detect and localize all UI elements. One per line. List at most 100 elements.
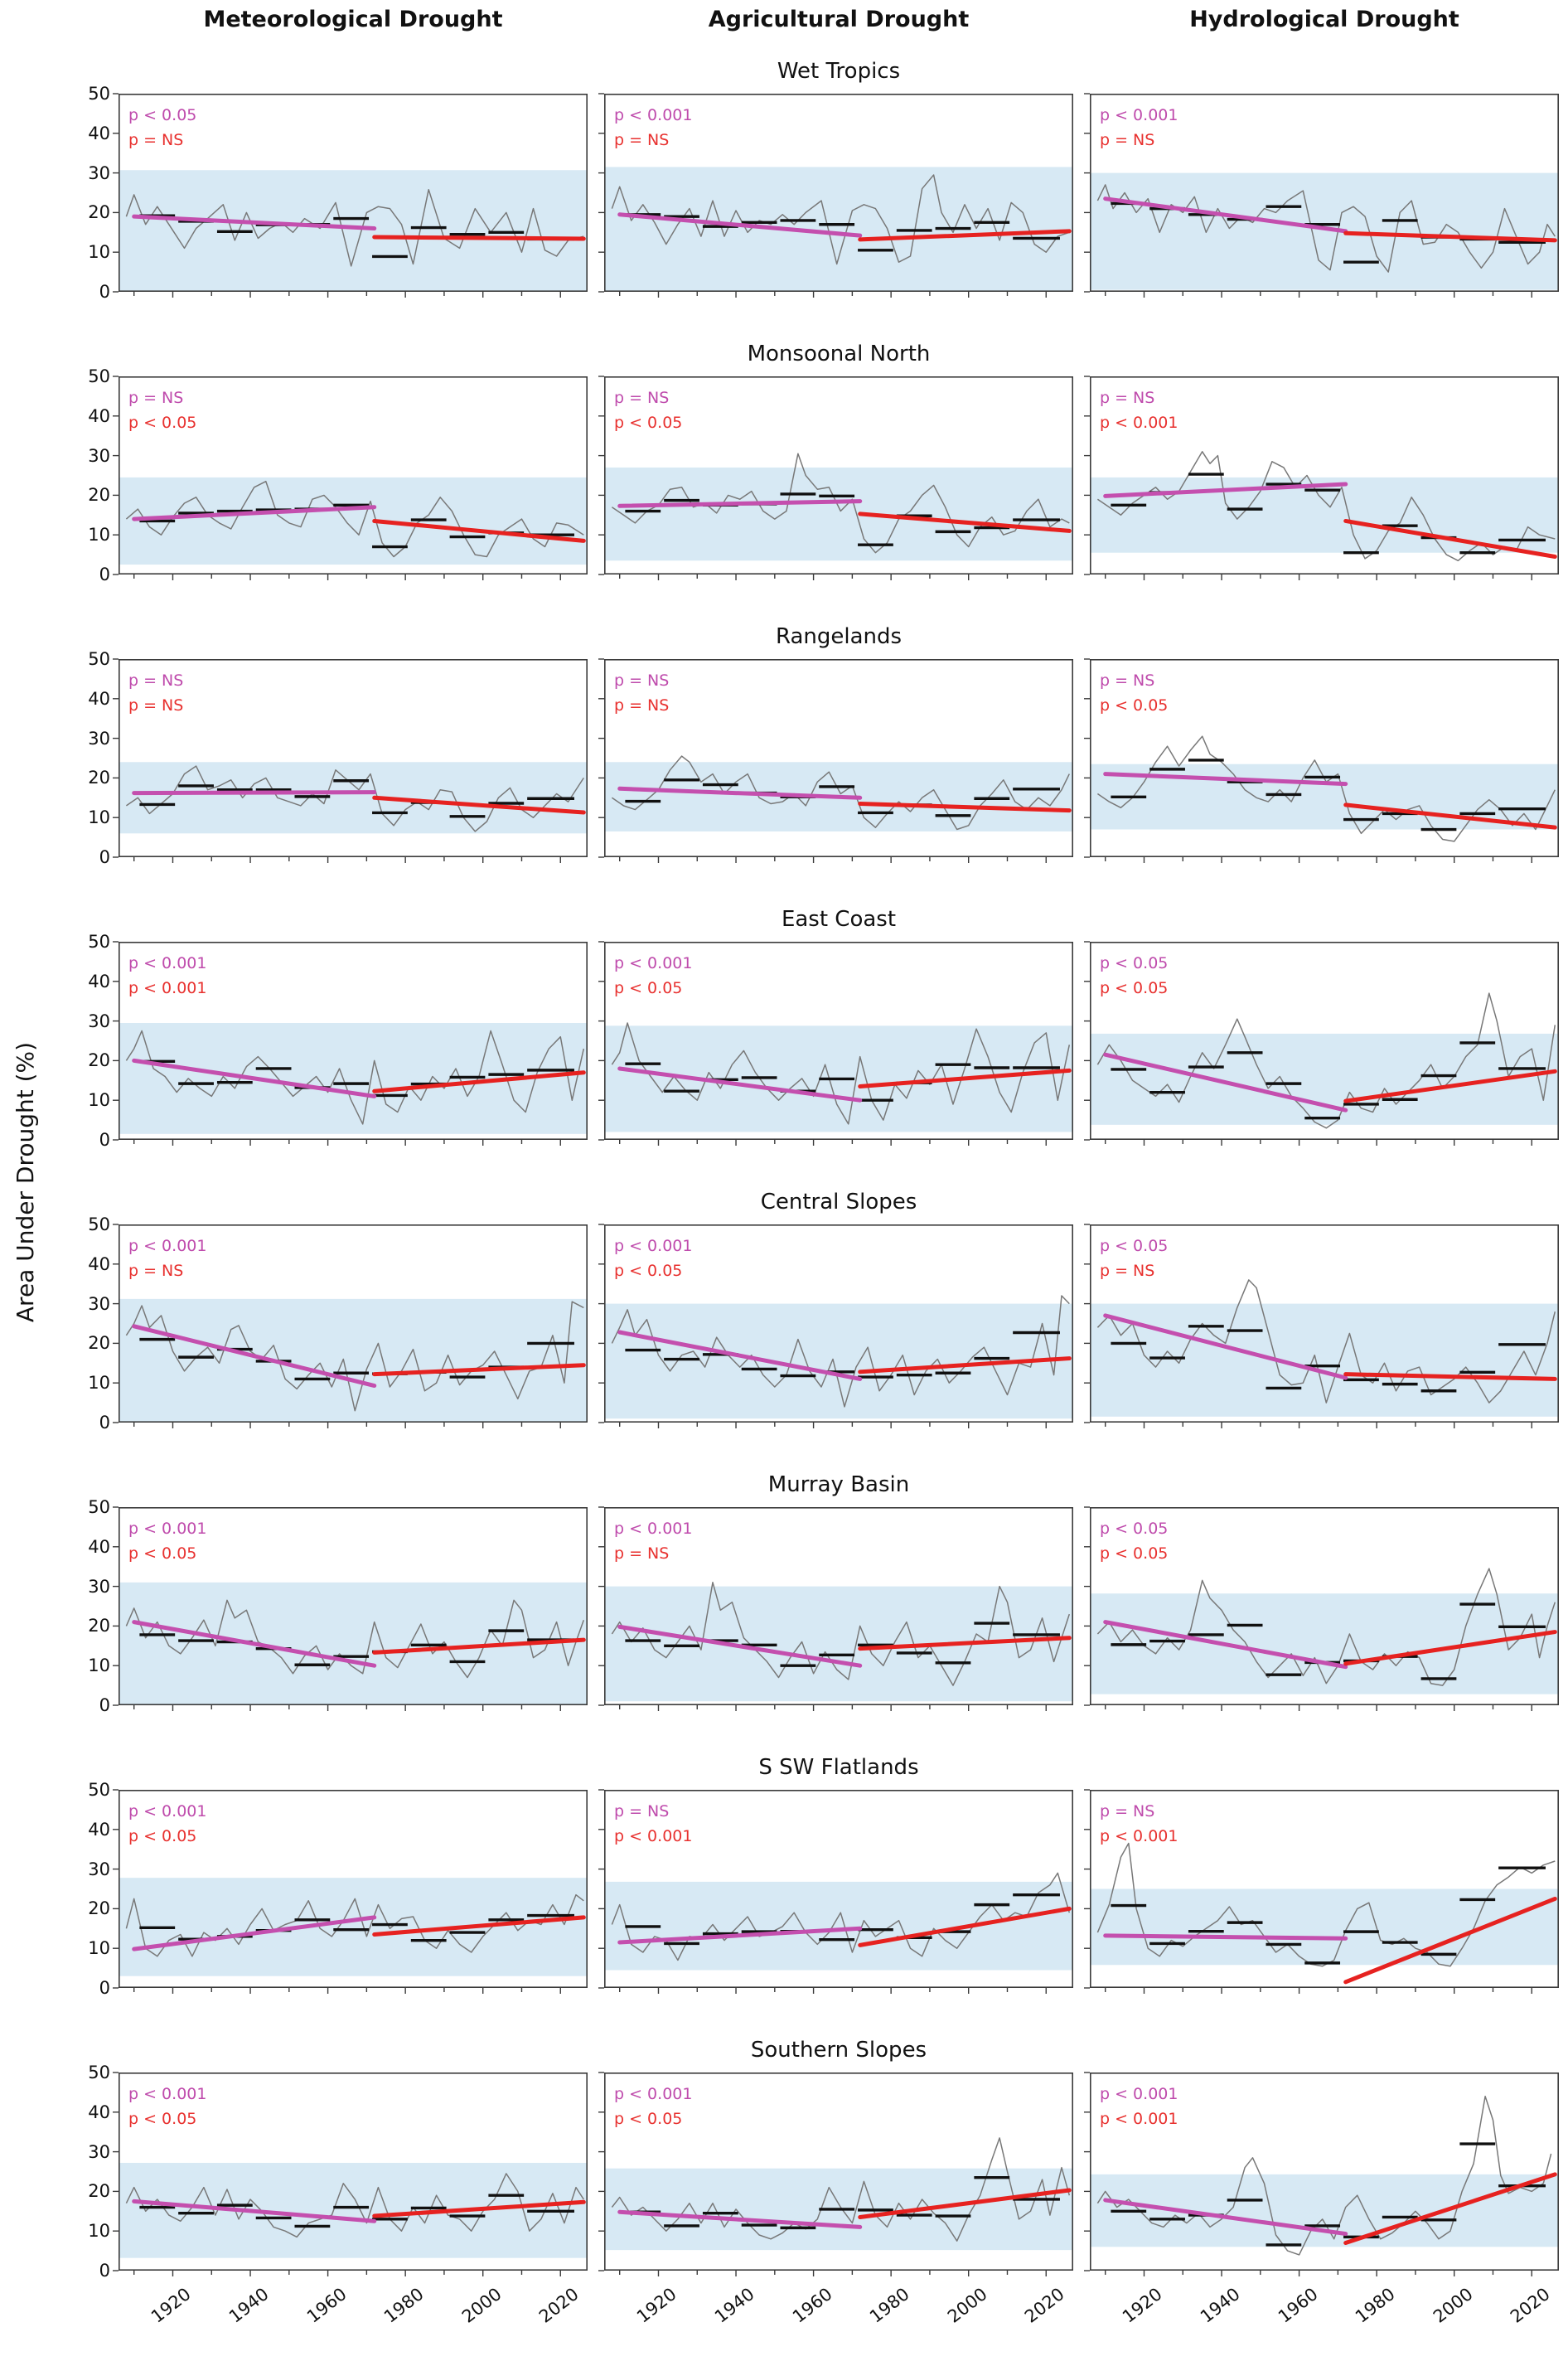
y-tick-label: 0 [99,2261,110,2281]
trend-line-pre1970 [132,214,377,231]
trend-line-pre1970 [132,1915,377,1951]
y-tick-label: 40 [88,405,110,426]
plot-frame [1090,1790,1560,1988]
x-tick-label: 2020 [1507,2284,1555,2327]
p-value-post1970: p < 0.05 [1100,979,1168,997]
panel-southern-slopes-meteorological: p < 0.001 p < 0.05 [113,2072,588,2276]
panel-s-sw-flatlands-hydrological: p = NS p < 0.001 [1084,1789,1560,1994]
p-value-pre1970: p < 0.001 [128,2085,206,2103]
trend-line-post1970 [858,1906,1072,1947]
chart-murray-basin-hydrological: p < 0.05 p < 0.05 [1084,1506,1560,1711]
area-under-drought-series [125,1301,584,1412]
p-value-pre1970: p < 0.001 [614,1237,692,1255]
area-under-drought-series [1096,1842,1556,1967]
x-tick-label: 2020 [1021,2284,1069,2327]
chart-central-slopes-agricultural: p < 0.001 p < 0.05 [598,1224,1074,1428]
trend-line-post1970 [1343,802,1557,830]
p-value-pre1970: p = NS [614,671,669,690]
p-value-pre1970: p = NS [1100,671,1154,690]
column-header-agricultural: Agricultural Drought [708,7,970,32]
plot-frame [1090,1224,1560,1423]
p-value-post1970: p = NS [128,1262,183,1280]
y-tick-label: 40 [88,688,110,709]
panel-east-coast-hydrological: p < 0.05 p < 0.05 [1084,941,1560,1146]
area-under-drought-series [611,2137,1071,2242]
y-tick-label: 0 [99,282,110,302]
trend-line-post1970 [372,2199,586,2218]
plot-frame [1090,942,1560,1140]
y-tick-label: 10 [88,1090,110,1111]
trend-line-post1970 [1343,1896,1557,1985]
area-under-drought-series [125,1030,585,1125]
climatology-band [1090,172,1559,290]
chart-s-sw-flatlands-hydrological: p = NS p < 0.001 [1084,1789,1560,1994]
plot-frame [1090,1507,1560,1705]
p-value-post1970: p < 0.05 [614,979,682,997]
plot-frame [119,2073,588,2271]
p-value-pre1970: p < 0.001 [614,2085,692,2103]
area-under-drought-series [1096,992,1556,1129]
y-tick-label: 20 [88,202,110,223]
y-tick-label: 20 [88,1898,110,1919]
column-header-hydrological: Hydrological Drought [1189,7,1459,32]
y-tick-label: 30 [88,162,110,183]
p-value-post1970: p < 0.05 [128,1544,196,1563]
chart-southern-slopes-hydrological: p < 0.001 p < 0.001 [1084,2072,1560,2276]
trend-line-pre1970 [1103,1620,1348,1670]
panel-rangelands-meteorological: p = NS p = NS [113,658,588,863]
p-value-post1970: p < 0.05 [128,2110,196,2128]
panel-central-slopes-agricultural: p < 0.001 p < 0.05 [598,1224,1074,1428]
x-tick-label: 2000 [457,2284,506,2327]
region-title-rangelands: Rangelands [775,624,903,649]
p-value-pre1970: p < 0.001 [128,1237,206,1255]
trend-line-post1970 [1343,518,1557,559]
y-tick-label: 50 [88,366,110,386]
trend-line-pre1970 [132,1324,377,1389]
trend-line-pre1970 [617,1624,863,1668]
trend-line-post1970 [372,235,586,241]
p-value-post1970: p = NS [128,696,183,715]
chart-wet-tropics-agricultural: p < 0.001 p = NS [598,93,1074,298]
plot-frame [1090,376,1560,574]
p-value-post1970: p < 0.05 [128,414,196,432]
climatology-band [1090,1033,1559,1125]
x-tick-label: 1980 [866,2284,913,2327]
chart-rangelands-hydrological: p = NS p < 0.05 [1084,658,1560,863]
plot-frame [119,1507,588,1705]
trend-line-post1970 [858,511,1072,533]
region-title-central-slopes: Central Slopes [760,1190,917,1214]
trend-line-post1970 [858,1068,1072,1088]
p-value-pre1970: p < 0.05 [1100,1237,1168,1255]
p-value-post1970: p < 0.05 [614,414,682,432]
trend-line-pre1970 [617,1926,863,1945]
area-under-drought-series [1096,184,1556,273]
p-value-post1970: p = NS [1100,1262,1154,1280]
climatology-band [1090,1303,1559,1417]
climatology-band [604,467,1073,561]
y-tick-label: 10 [88,1656,110,1676]
plot-frame [604,376,1074,574]
trend-line-pre1970 [132,1620,377,1668]
panel-murray-basin-agricultural: p < 0.001 p = NS [598,1506,1074,1711]
trend-line-pre1970 [1103,1313,1348,1380]
chart-rangelands-agricultural: p = NS p = NS [598,658,1074,863]
plot-frame [604,942,1074,1140]
p-value-post1970: p = NS [128,131,183,149]
trend-line-post1970 [858,2188,1072,2219]
trend-line-post1970 [372,1070,586,1093]
plot-frame [604,659,1074,857]
trend-line-pre1970 [132,2199,377,2223]
plot-frame [119,94,588,292]
x-tick-label: 2000 [1429,2284,1477,2327]
y-axis-label: Area Under Drought (%) [12,1041,39,1323]
area-under-drought-series [125,480,584,558]
chart-rangelands-meteorological: p = NS p = NS [113,658,588,863]
p-value-post1970: p = NS [614,696,669,715]
x-tick-label: 1960 [302,2284,351,2327]
y-tick-label: 30 [88,1011,110,1031]
trend-line-pre1970 [1103,772,1348,787]
plot-frame [604,1507,1074,1705]
chart-monsoonal-north-hydrological: p = NS p < 0.001 [1084,376,1560,580]
region-title-murray-basin: Murray Basin [767,1472,910,1497]
panel-monsoonal-north-agricultural: p = NS p < 0.05 [598,376,1074,580]
